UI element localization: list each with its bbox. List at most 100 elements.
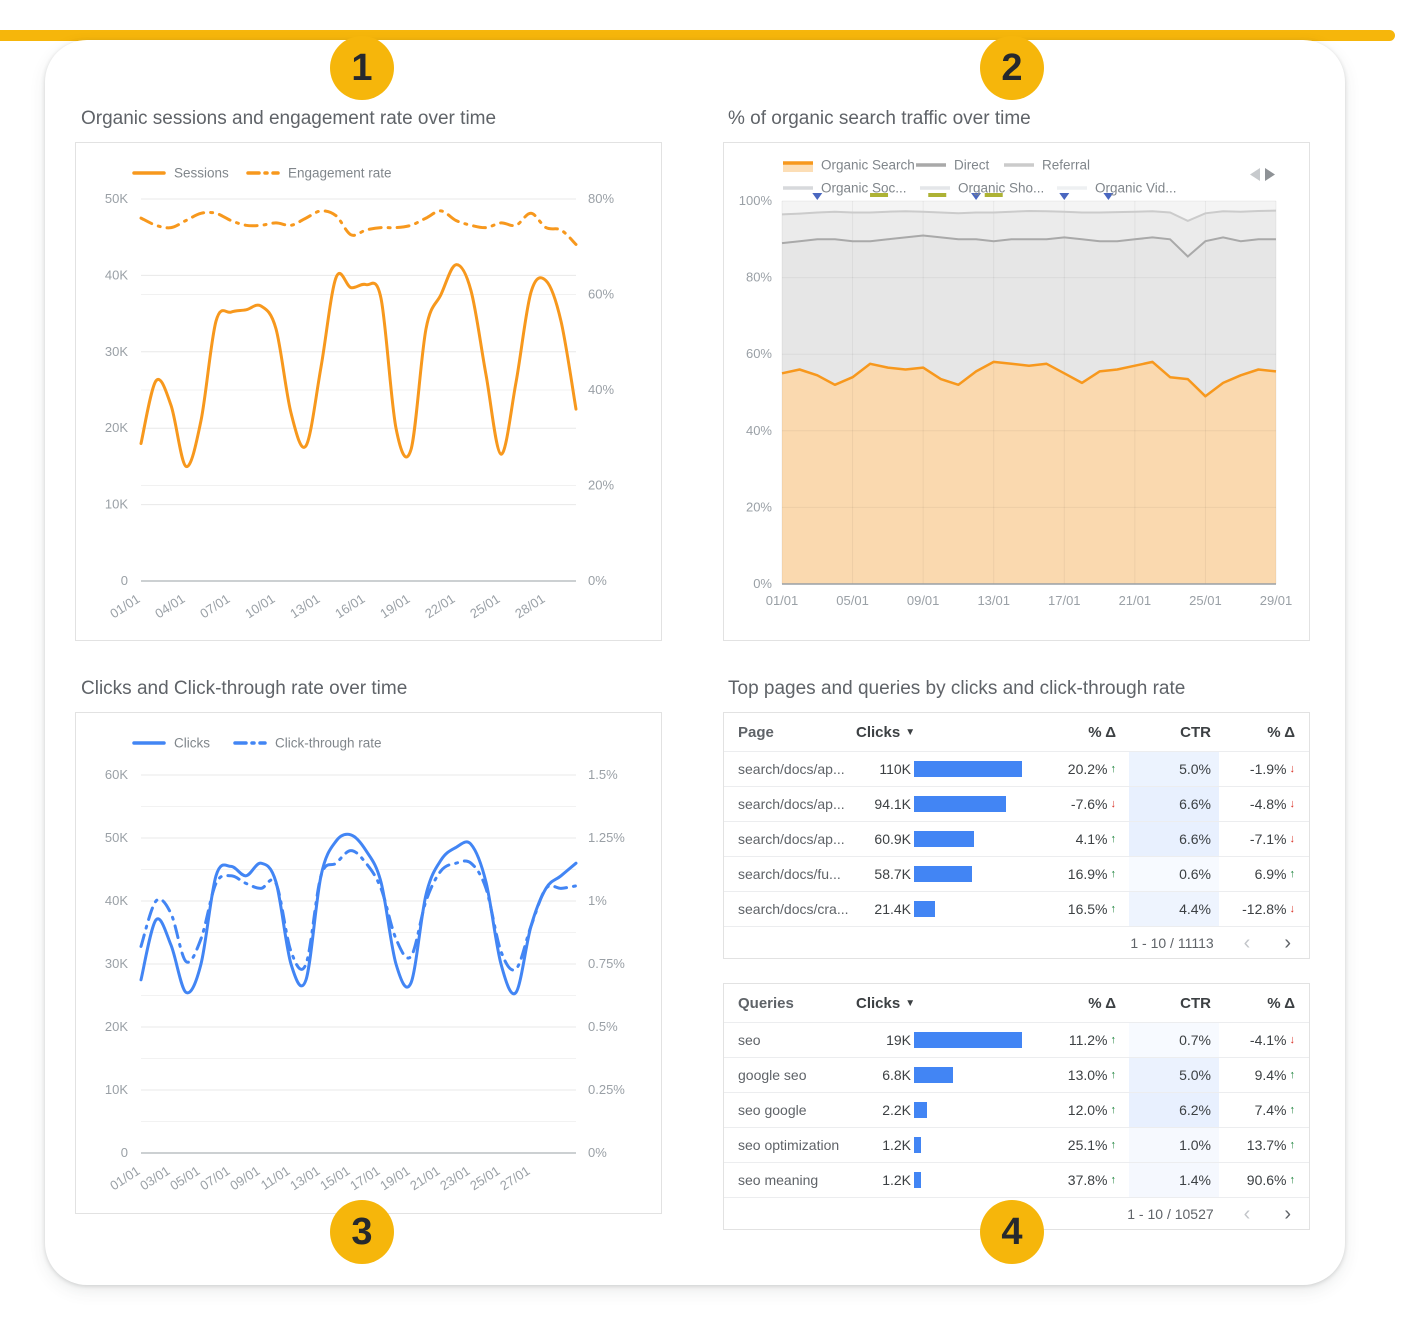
delta-up-icon: ↑: [1110, 833, 1117, 845]
x-axis-label: 28/01: [512, 591, 547, 621]
clicks-cell: 94.1K: [856, 787, 1056, 821]
pagination-next-icon[interactable]: ›: [1284, 1202, 1291, 1225]
x-axis-label: 05/01: [836, 593, 869, 608]
ctr-cell: 6.6%: [1129, 822, 1219, 856]
clicks-bar: [914, 1102, 927, 1118]
annotation-marker-dash: [928, 193, 947, 197]
left-axis-label: 30K: [105, 344, 128, 359]
delta-up-icon: ↑: [1110, 1139, 1117, 1151]
x-axis-label: 04/01: [152, 591, 187, 621]
annotation-marker-dash: [984, 193, 1003, 197]
x-axis-label: 22/01: [422, 591, 457, 621]
left-axis-label: 0: [121, 573, 128, 588]
annotation-badge-1: 1: [330, 36, 394, 100]
legend-next-arrow-icon[interactable]: [1265, 168, 1275, 181]
row-label: search/docs/fu...: [738, 866, 841, 882]
right-axis-label: 40%: [588, 382, 614, 397]
annotation-marker-triangle: [971, 193, 982, 200]
x-axis-label: 01/01: [766, 593, 799, 608]
delta-cell: 16.9% ↑: [1067, 866, 1116, 882]
chart-title-clicks-ctr: Clicks and Click-through rate over time: [81, 678, 408, 699]
x-axis-label: 23/01: [437, 1163, 472, 1193]
table-row: search/docs/ap... 60.9K 4.1% ↑ 6.6% -7.1% ↓: [724, 821, 1309, 856]
delta-cell: 4.1% ↑: [1075, 831, 1117, 847]
pagination-next-icon[interactable]: ›: [1284, 931, 1291, 954]
delta-cell: -7.6% ↓: [1070, 796, 1117, 812]
delta-cell: 11.2% ↑: [1068, 1032, 1116, 1048]
left-axis-label: 40K: [105, 893, 128, 908]
col-header-delta[interactable]: % Δ: [1088, 994, 1116, 1012]
col-header-dimension[interactable]: Queries: [738, 994, 794, 1012]
legend-item: Organic Search: [783, 158, 915, 173]
sort-desc-icon[interactable]: ▼: [905, 726, 916, 738]
col-header-delta2[interactable]: % Δ: [1267, 723, 1295, 741]
annotation-marker-triangle: [1103, 193, 1114, 200]
delta-cell: 37.8% ↑: [1067, 1172, 1116, 1188]
ctr-cell: 1.4%: [1129, 1163, 1219, 1197]
col-header-ctr[interactable]: CTR: [1180, 723, 1211, 741]
chart-title-sessions: Organic sessions and engagement rate ove…: [81, 108, 497, 129]
referral-line: [781, 209, 1277, 222]
right-axis-label: 0.75%: [588, 956, 625, 971]
x-axis-label: 09/01: [907, 593, 940, 608]
col-header-clicks[interactable]: Clicks ▼: [856, 723, 916, 741]
pagination-prev-icon[interactable]: ‹: [1243, 1202, 1251, 1225]
x-axis-label: 03/01: [137, 1163, 172, 1193]
top-pages-table: Page Clicks ▼ % Δ CTR % Δ search/docs/ap... 110…: [723, 712, 1310, 959]
y-axis-label: 40%: [746, 423, 772, 438]
sort-desc-icon[interactable]: ▼: [905, 997, 916, 1009]
delta-up-icon: ↑: [1110, 1069, 1117, 1081]
table-header-row: Page Clicks ▼ % Δ CTR % Δ: [724, 713, 1309, 751]
table-footer: 1 - 10 / 11113 ‹ ›: [724, 926, 1309, 958]
delta-down-icon: ↓: [1110, 798, 1117, 810]
svg-text:Engagement rate: Engagement rate: [288, 166, 392, 181]
clicks-bar: [914, 796, 1006, 812]
delta-up-icon: ↑: [1110, 763, 1117, 775]
row-label: search/docs/ap...: [738, 831, 845, 847]
y-axis-label: 80%: [746, 270, 772, 285]
x-axis-label: 16/01: [332, 591, 367, 621]
legend-item: Clicks: [132, 736, 210, 751]
tables-title: Top pages and queries by clicks and clic…: [728, 678, 1186, 699]
left-axis-label: 30K: [105, 956, 128, 971]
clicks-cell: 1.2K: [856, 1163, 1056, 1197]
legend-prev-arrow-icon[interactable]: [1250, 168, 1260, 181]
y-axis-label: 20%: [746, 499, 772, 514]
annotation-badge-4: 4: [980, 1200, 1044, 1264]
row-label: seo: [738, 1032, 761, 1048]
traffic-share-chart[interactable]: 0% 20% 40% 60% 80% 100% 01/01 05/01 09/01 13/01 17…: [723, 142, 1310, 641]
col-header-clicks[interactable]: Clicks ▼: [856, 994, 916, 1012]
x-axis-label: 25/01: [467, 591, 502, 621]
col-header-ctr[interactable]: CTR: [1180, 994, 1211, 1012]
sessions-engagement-chart[interactable]: 0% 20% 40% 60% 80% 0 10K 20K 30K 40K 50K 01/01 04/01…: [75, 142, 662, 641]
left-axis-label: 60K: [105, 767, 128, 782]
right-axis-label: 0%: [588, 1145, 607, 1160]
delta-down-icon: ↓: [1289, 903, 1296, 915]
right-axis-label: 0%: [588, 573, 607, 588]
ctr-cell: 6.2%: [1129, 1093, 1219, 1127]
right-axis-label: 1%: [588, 893, 607, 908]
table-row: search/docs/ap... 94.1K -7.6% ↓ 6.6% -4.8% ↓: [724, 786, 1309, 821]
legend-item: Organic Sho...: [920, 181, 1044, 196]
delta2-cell: -4.8% ↓: [1249, 796, 1295, 812]
col-header-delta2[interactable]: % Δ: [1267, 994, 1295, 1012]
x-axis-label: 29/01: [1260, 593, 1293, 608]
x-axis-label: 21/01: [1119, 593, 1152, 608]
delta-cell: 25.1% ↑: [1067, 1137, 1117, 1153]
col-header-delta[interactable]: % Δ: [1088, 723, 1116, 741]
legend-item: Direct: [916, 158, 990, 173]
clicks-bar: [914, 901, 935, 917]
x-axis-label: 17/01: [347, 1163, 382, 1193]
row-label: search/docs/ap...: [738, 796, 845, 812]
x-axis-label: 09/01: [227, 1163, 262, 1193]
ctr-cell: 4.4%: [1129, 892, 1219, 926]
right-axis-label: 1.5%: [588, 767, 618, 782]
pagination-prev-icon[interactable]: ‹: [1243, 931, 1251, 954]
svg-text:Click-through rate: Click-through rate: [275, 736, 382, 751]
clicks-ctr-chart[interactable]: 0% 0.25% 0.5% 0.75% 1% 1.25% 1.5% 0 10K 20K 30K 40K…: [75, 712, 662, 1214]
left-axis-label: 50K: [105, 830, 128, 845]
delta2-cell: 13.7% ↑: [1246, 1137, 1295, 1153]
col-header-dimension[interactable]: Page: [738, 723, 774, 741]
x-axis-label: 11/01: [258, 1163, 293, 1193]
right-axis-label: 80%: [588, 191, 614, 206]
